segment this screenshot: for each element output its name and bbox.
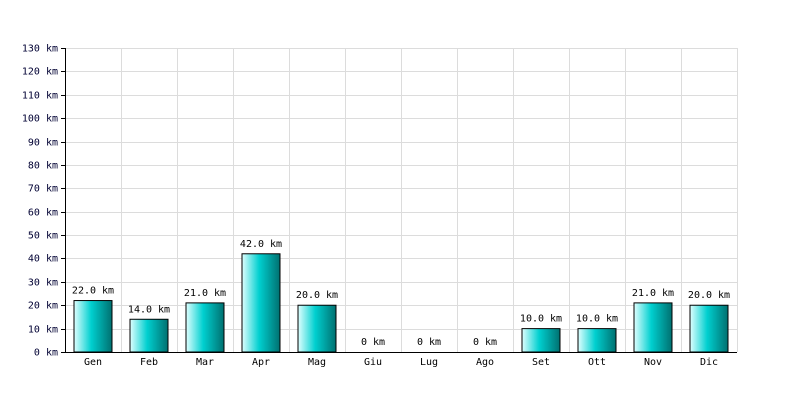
y-tick-label: 70 km <box>28 184 58 195</box>
y-tick-label: 100 km <box>22 114 58 125</box>
value-label: 0 km <box>417 337 441 348</box>
value-label: 22.0 km <box>72 286 114 297</box>
y-tick-label: 120 km <box>22 67 58 78</box>
bar <box>297 304 337 353</box>
value-label: 21.0 km <box>184 288 226 299</box>
bar <box>633 302 673 353</box>
y-tick-label: 80 km <box>28 161 58 172</box>
x-tick-label: Lug <box>420 357 438 368</box>
bar <box>241 253 281 353</box>
y-tick-label: 10 km <box>28 325 58 336</box>
x-tick-label: Feb <box>140 357 158 368</box>
x-tick-label: Ago <box>476 357 494 368</box>
y-tick-label: 110 km <box>22 91 58 102</box>
y-tick-label: 130 km <box>22 44 58 55</box>
y-tick-label: 20 km <box>28 301 58 312</box>
y-tick-label: 60 km <box>28 208 58 219</box>
x-tick-label: Mar <box>196 357 214 368</box>
bar <box>129 318 169 353</box>
bar <box>185 302 225 353</box>
bar <box>577 328 617 353</box>
value-label: 0 km <box>361 337 385 348</box>
x-tick-label: Nov <box>644 357 662 368</box>
value-label: 20.0 km <box>688 290 730 301</box>
value-label: 10.0 km <box>576 314 618 325</box>
x-tick-label: Ott <box>588 357 606 368</box>
axes: 0 km 10 km 20 km 30 km 40 km 50 km 60 km 70 km 8… <box>22 44 737 368</box>
value-label: 14.0 km <box>128 304 170 315</box>
x-tick-label: Set <box>532 357 550 368</box>
y-tick-label: 0 km <box>34 348 58 359</box>
value-label: 10.0 km <box>520 314 562 325</box>
value-label: 0 km <box>473 337 497 348</box>
x-tick-label: Apr <box>252 357 270 368</box>
bar <box>73 300 113 353</box>
y-tick-label: 50 km <box>28 231 58 242</box>
grid <box>65 48 738 353</box>
value-label: 42.0 km <box>240 239 282 250</box>
bar <box>521 328 561 353</box>
x-tick-label: Gen <box>84 357 102 368</box>
x-tick-label: Dic <box>700 357 718 368</box>
bar <box>689 304 729 353</box>
y-tick-label: 30 km <box>28 278 58 289</box>
value-label: 20.0 km <box>296 290 338 301</box>
x-tick-label: Giu <box>364 357 382 368</box>
y-tick-label: 40 km <box>28 254 58 265</box>
y-tick-label: 90 km <box>28 138 58 149</box>
x-tick-label: Mag <box>308 357 326 368</box>
value-label: 21.0 km <box>632 288 674 299</box>
